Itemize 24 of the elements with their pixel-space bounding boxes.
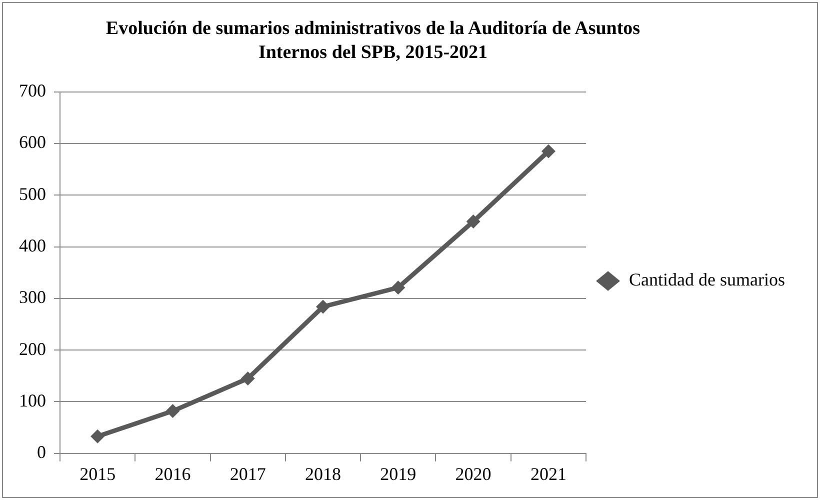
y-tick-label: 500	[19, 184, 46, 204]
y-tick-label: 700	[19, 80, 46, 101]
point	[240, 371, 255, 386]
point	[541, 144, 556, 158]
x-tick-label: 2021	[530, 464, 566, 484]
point	[391, 280, 406, 295]
y-tick-label: 300	[19, 287, 46, 308]
point	[316, 300, 330, 314]
y-tick-label: 600	[19, 132, 46, 152]
point	[90, 429, 105, 444]
x-tick-label: 2018	[305, 464, 342, 484]
point	[466, 214, 480, 228]
y-tick-label: 100	[19, 390, 46, 410]
x-tick-label: 2020	[455, 464, 492, 484]
y-tick-label: 0	[37, 442, 46, 462]
x-tick-label: 2015	[80, 464, 116, 484]
point	[166, 404, 180, 418]
legend-label: Cantidad de sumarios	[629, 270, 786, 290]
x-tick-label: 2019	[380, 464, 416, 484]
y-tick-label: 400	[19, 236, 46, 256]
x-tick-label: 2017	[230, 464, 266, 484]
x-tick-label: 2016	[154, 464, 191, 484]
y-tick-label: 200	[19, 338, 46, 359]
chart-title: Evolución de sumarios administrativos de la Auditoría de Asuntos Internos del SPB, 2015-2021	[104, 17, 642, 65]
